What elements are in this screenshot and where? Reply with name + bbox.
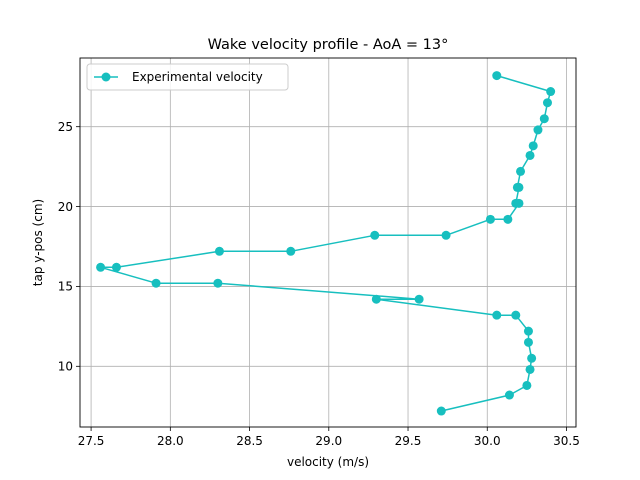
data-point <box>533 125 543 135</box>
series-layer <box>96 71 556 416</box>
data-point <box>514 182 524 192</box>
y-tick-label: 10 <box>58 360 73 374</box>
data-point <box>492 310 502 320</box>
x-tick-label: 28.5 <box>236 434 263 448</box>
data-point <box>503 214 513 224</box>
data-point <box>527 353 537 363</box>
data-point <box>111 262 121 272</box>
data-point <box>525 150 535 160</box>
x-tick-label: 30.0 <box>474 434 501 448</box>
data-point <box>485 214 495 224</box>
chart-title: Wake velocity profile - AoA = 13° <box>208 37 449 53</box>
data-point <box>511 310 521 320</box>
legend-box <box>86 63 289 91</box>
data-point <box>525 364 535 374</box>
data-point <box>214 246 224 256</box>
x-tick-label: 30.5 <box>553 434 580 448</box>
data-point <box>441 230 451 240</box>
data-point <box>286 246 296 256</box>
data-point <box>96 262 106 272</box>
data-point <box>522 380 532 390</box>
data-point <box>514 198 524 208</box>
data-point <box>370 230 380 240</box>
data-point <box>546 87 556 97</box>
grid <box>80 58 576 427</box>
data-point <box>528 141 538 151</box>
y-tick-label: 25 <box>58 120 73 134</box>
x-tick-label: 29.0 <box>315 434 342 448</box>
x-tick-label: 28.0 <box>157 434 184 448</box>
data-point <box>213 278 223 288</box>
data-point <box>523 326 533 336</box>
data-point <box>504 390 514 400</box>
y-tick-label: 20 <box>58 200 73 214</box>
y-axis-label: tap y-pos (cm) <box>31 199 45 286</box>
data-point <box>542 98 552 108</box>
y-tick-label: 15 <box>58 280 73 294</box>
x-tick-label: 29.5 <box>395 434 422 448</box>
data-point <box>151 278 161 288</box>
ticks: 27.5 28.0 28.5 29.0 29.5 30.0 30.5 10 15 20 25 <box>58 120 580 448</box>
data-point <box>516 166 526 176</box>
legend: Experimental velocity <box>86 63 289 91</box>
legend-entry-label: Experimental velocity <box>132 70 263 84</box>
legend-marker-swatch <box>101 72 111 82</box>
data-point <box>539 114 549 124</box>
data-point <box>371 294 381 304</box>
plot-frame <box>79 57 577 428</box>
x-axis-label: velocity (m/s) <box>287 455 369 469</box>
data-point <box>523 337 533 347</box>
data-point <box>414 294 424 304</box>
data-point <box>492 71 502 81</box>
x-tick-label: 27.5 <box>78 434 105 448</box>
data-point <box>436 406 446 416</box>
